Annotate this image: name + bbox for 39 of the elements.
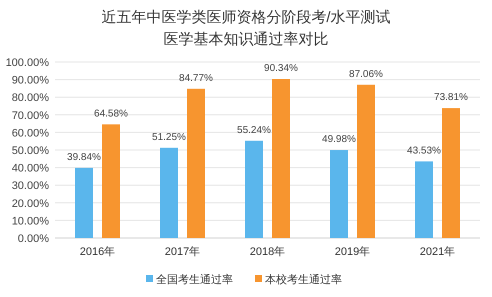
x-tick-label: 2017年 [164, 246, 200, 258]
y-tick-label: 100.00% [6, 57, 50, 69]
y-tick-label: 90.00% [12, 74, 50, 87]
bar [160, 148, 178, 238]
bar [272, 79, 290, 238]
y-tick-label: 50.00% [12, 145, 50, 157]
data-label: 90.34% [264, 63, 298, 74]
bar [442, 108, 460, 238]
y-tick-label: 80.00% [12, 92, 50, 104]
y-tick-label: 70.00% [12, 110, 50, 122]
data-label: 64.58% [94, 108, 128, 120]
data-label: 73.81% [434, 92, 468, 104]
data-label: 55.24% [237, 124, 272, 136]
y-tick-label: 0.00% [18, 233, 50, 245]
y-tick-label: 40.00% [12, 162, 50, 175]
data-label: 43.53% [407, 145, 442, 156]
x-tick-label: 2021年 [420, 246, 456, 258]
x-tick-label: 2016年 [80, 246, 116, 258]
bar [330, 150, 348, 238]
legend-label: 本校考生通过率 [265, 273, 342, 286]
legend-label: 全国考生通过率 [156, 273, 233, 286]
data-label: 49.98% [322, 134, 356, 146]
bar [187, 88, 205, 238]
data-label: 39.84% [67, 152, 102, 163]
y-tick-label: 20.00% [12, 198, 50, 210]
bar [102, 124, 120, 238]
bar [245, 140, 263, 238]
bar [357, 84, 375, 238]
y-tick-label: 60.00% [12, 127, 50, 140]
chart-title: 近五年中医学类医师资格分阶段考/水平测试医学基本知识通过率对比 [101, 9, 391, 48]
y-tick-label: 30.00% [12, 180, 50, 192]
data-label: 51.25% [152, 132, 186, 143]
y-tick-label: 10.00% [12, 215, 50, 228]
bar [75, 168, 93, 238]
x-tick-label: 2019年 [334, 246, 370, 258]
bar [415, 161, 433, 238]
x-tick-label: 2018年 [250, 246, 286, 258]
data-label: 87.06% [349, 68, 384, 80]
data-label: 84.77% [179, 72, 214, 84]
